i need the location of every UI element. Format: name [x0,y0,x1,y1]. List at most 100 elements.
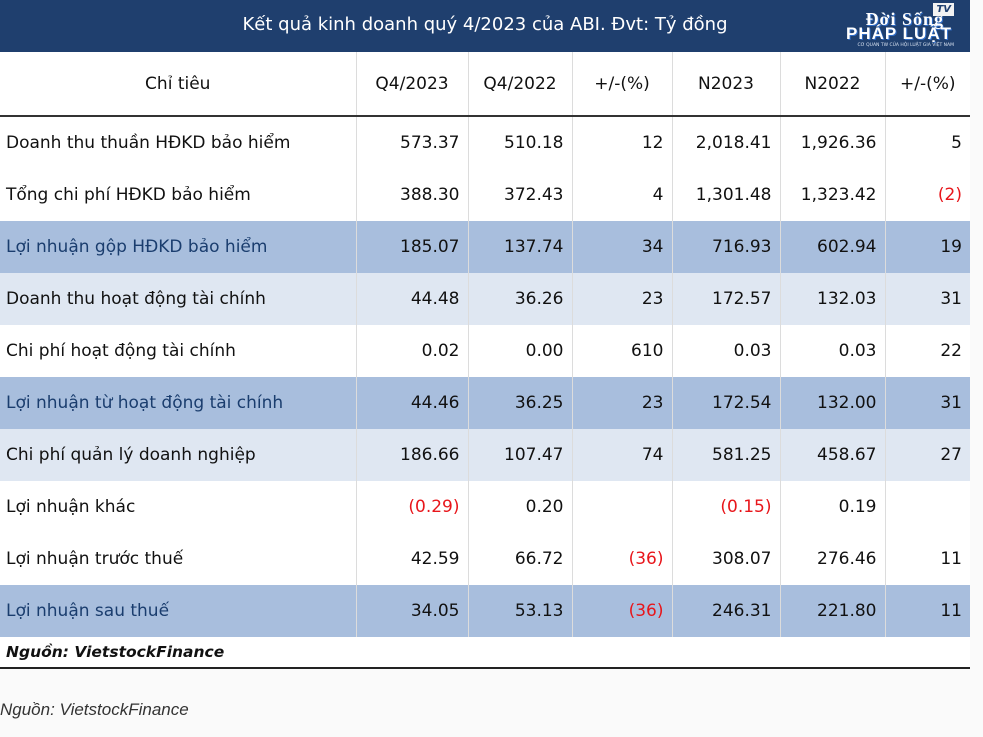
column-header: N2022 [779,52,885,117]
logo-line1: Đời Sống [865,9,944,29]
table-cell: 19 [884,221,970,273]
table-cell: 27 [884,429,970,481]
table-cell: 172.54 [671,377,780,429]
table-cell: 1,323.42 [779,169,885,221]
doi-song-phap-luat-logo: TV Đời Sống PHÁP LUẬT CƠ QUAN TW CỦA HỘI… [819,3,954,49]
row-label: Doanh thu hoạt động tài chính [0,273,356,325]
table-cell: 0.02 [355,325,468,377]
table-cell: 0.19 [779,481,885,533]
logo-tv-badge: TV [933,3,954,16]
table-cell: 31 [884,377,970,429]
table-cell: 581.25 [671,429,780,481]
table-cell: 573.37 [355,116,468,169]
table-cell [571,481,672,533]
table-source-note: Nguồn: VietstockFinance [0,637,970,669]
table-cell: 66.72 [467,533,572,585]
table-cell: 388.30 [355,169,468,221]
table-cell: 0.00 [467,325,572,377]
column-header: Q4/2023 [355,52,468,117]
table-cell: 23 [571,377,672,429]
table-cell: 2,018.41 [671,116,780,169]
table-row: Tổng chi phí HĐKD bảo hiểm 388.30 372.43 4 1… [0,169,970,221]
logo-line2: PHÁP LUẬT [846,24,952,43]
logo-tagline: CƠ QUAN TW CỦA HỘI LUẬT GIA VIỆT NAM [857,43,954,48]
table-cell: 276.46 [779,533,885,585]
table-row: Doanh thu hoạt động tài chính 44.48 36.26 2… [0,273,970,325]
table-cell: (2) [884,169,970,221]
table-cell: 132.03 [779,273,885,325]
table-cell: 458.67 [779,429,885,481]
table-cell: 1,926.36 [779,116,885,169]
column-header: Chỉ tiêu [0,52,356,117]
row-label: Doanh thu thuần HĐKD bảo hiểm [0,116,356,169]
table-row: Lợi nhuận sau thuế 34.05 53.13 (36) 246.31 22… [0,585,970,637]
table-cell: 107.47 [467,429,572,481]
row-label: Chi phí quản lý doanh nghiệp [0,429,356,481]
table-cell: 0.03 [779,325,885,377]
image-caption: Nguồn: VietstockFinance [0,700,189,719]
table-row: Doanh thu thuần HĐKD bảo hiểm 573.37 510.1… [0,116,970,169]
table-body: Doanh thu thuần HĐKD bảo hiểm 573.37 510.1… [0,116,970,637]
table-cell: 172.57 [671,273,780,325]
table-cell: 0.20 [467,481,572,533]
row-label: Lợi nhuận trước thuế [0,533,356,585]
table-cell: 716.93 [671,221,780,273]
column-header: N2023 [671,52,780,117]
table-cell: 4 [571,169,672,221]
row-label: Lợi nhuận sau thuế [0,585,356,637]
table-cell: 36.26 [467,273,572,325]
row-label: Tổng chi phí HĐKD bảo hiểm [0,169,356,221]
table-header-banner: Kết quả kinh doanh quý 4/2023 của ABI. Đ… [0,0,970,52]
table-cell: 132.00 [779,377,885,429]
table-cell: 44.46 [355,377,468,429]
table-cell: 11 [884,533,970,585]
table-cell: 11 [884,585,970,637]
table-cell: 44.48 [355,273,468,325]
table-cell: 5 [884,116,970,169]
table-cell: (0.29) [355,481,468,533]
table-cell: 23 [571,273,672,325]
column-header-row: Chỉ tiêu Q4/2023 Q4/2022 +/-(%) N2023 N2022 +/… [0,52,970,117]
table-cell: 0.03 [671,325,780,377]
table-cell: 22 [884,325,970,377]
table-cell: 34.05 [355,585,468,637]
table-cell: 12 [571,116,672,169]
table-title: Kết quả kinh doanh quý 4/2023 của ABI. Đ… [242,14,728,35]
table-cell: 372.43 [467,169,572,221]
table-cell: 36.25 [467,377,572,429]
table-cell: 31 [884,273,970,325]
table-cell: (36) [571,585,672,637]
table-cell: 186.66 [355,429,468,481]
table-cell: 510.18 [467,116,572,169]
table-cell: 42.59 [355,533,468,585]
table-cell: 34 [571,221,672,273]
table-cell: 1,301.48 [671,169,780,221]
table-cell: 53.13 [467,585,572,637]
table-row: Lợi nhuận gộp HĐKD bảo hiểm 185.07 137.74 3… [0,221,970,273]
column-header: Q4/2022 [467,52,572,117]
row-label: Lợi nhuận khác [0,481,356,533]
table-cell: (36) [571,533,672,585]
table-cell: 602.94 [779,221,885,273]
row-label: Lợi nhuận từ hoạt động tài chính [0,377,356,429]
table-row: Chi phí hoạt động tài chính 0.02 0.00 610 0.… [0,325,970,377]
column-header: +/-(%) [571,52,672,117]
table-cell: 246.31 [671,585,780,637]
table-cell: 221.80 [779,585,885,637]
table-cell: 308.07 [671,533,780,585]
table-row: Chi phí quản lý doanh nghiệp 186.66 107.47… [0,429,970,481]
table-cell [884,481,970,533]
table-row: Lợi nhuận từ hoạt động tài chính 44.46 36.… [0,377,970,429]
table-row: Lợi nhuận trước thuế 42.59 66.72 (36) 308.07… [0,533,970,585]
source-row: Nguồn: VietstockFinance [0,637,970,669]
row-label: Lợi nhuận gộp HĐKD bảo hiểm [0,221,356,273]
table-cell: 610 [571,325,672,377]
table-row: Lợi nhuận khác (0.29) 0.20 (0.15) 0.19 [0,481,970,533]
financial-results-table: Chỉ tiêu Q4/2023 Q4/2022 +/-(%) N2023 N2022 +/… [0,52,970,669]
row-label: Chi phí hoạt động tài chính [0,325,356,377]
column-header: +/-(%) [884,52,970,117]
table-cell: 74 [571,429,672,481]
table-cell: 137.74 [467,221,572,273]
table-cell: (0.15) [671,481,780,533]
table-cell: 185.07 [355,221,468,273]
